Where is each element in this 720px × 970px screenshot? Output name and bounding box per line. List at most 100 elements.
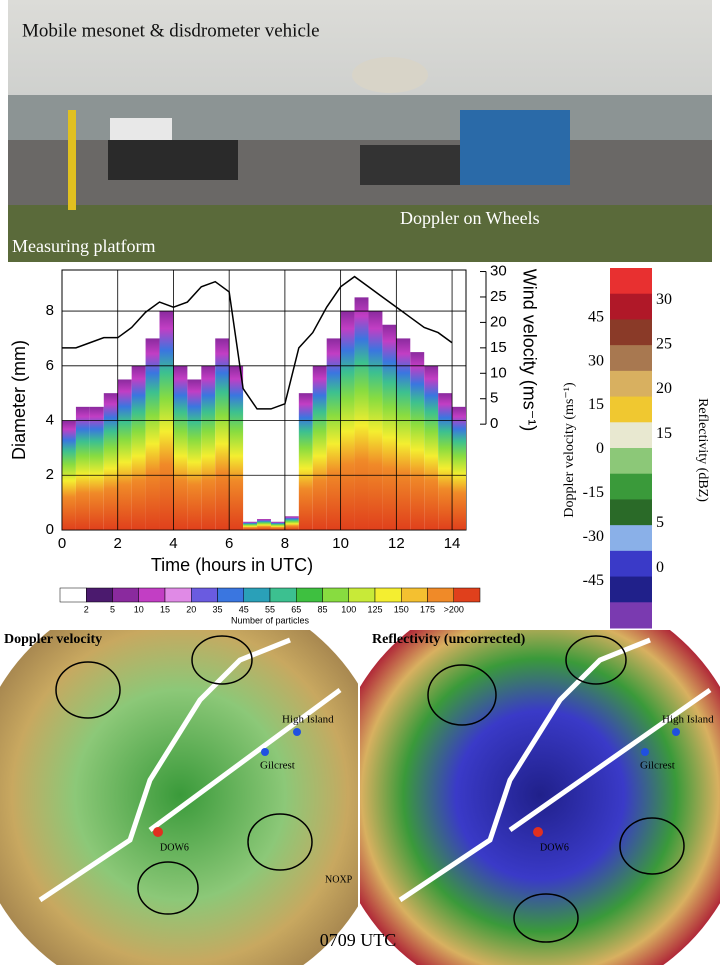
colorbar-cell xyxy=(427,587,454,603)
heat-column xyxy=(75,406,90,530)
site-dot xyxy=(641,748,649,756)
colorbar-cell xyxy=(610,448,652,475)
dow-cab xyxy=(460,110,570,185)
colorbar-cell xyxy=(610,345,652,372)
doppler-tick-label: -15 xyxy=(583,484,604,501)
reflectivity-tick-label: 20 xyxy=(656,380,672,397)
radar-title: Reflectivity (uncorrected) xyxy=(372,632,526,647)
heat-column xyxy=(382,324,397,530)
radar-reflectivity: Reflectivity (uncorrected) High Island G… xyxy=(360,630,720,965)
colorbar-tick-label: 45 xyxy=(239,604,249,614)
colorbar-cell xyxy=(86,587,113,603)
heat-column xyxy=(215,338,230,530)
vortex-circle xyxy=(619,817,685,875)
heat-column xyxy=(312,365,327,530)
platform-mast xyxy=(68,110,76,210)
colorbar-cell xyxy=(610,268,652,295)
y-tick-label: 8 xyxy=(46,302,54,319)
colorbar-cell xyxy=(610,576,652,603)
photo-title: Mobile mesonet & disdrometer vehicle xyxy=(22,20,320,41)
site-dot xyxy=(672,728,680,736)
y-tick-label: 2 xyxy=(46,466,54,483)
heat-column xyxy=(396,338,411,530)
y-axis-label: Diameter (mm) xyxy=(9,340,29,460)
colorbar-cell xyxy=(112,587,139,603)
colorbar-cell xyxy=(138,587,166,603)
y2-axis-label: Wind velocity (ms⁻¹) xyxy=(519,269,539,432)
colorbar-tick-label: 150 xyxy=(394,604,409,614)
x-tick-label: 6 xyxy=(225,535,233,552)
doppler-tick-label: 45 xyxy=(588,308,604,325)
particle-colorbar: 2 5 10 15 20 35 45 55 65 85 100 125 150 175 >200 xyxy=(59,587,481,614)
site-label: DOW6 xyxy=(160,842,189,853)
colorbar-tick-label: 100 xyxy=(341,604,356,614)
colorbar-cell xyxy=(401,587,428,603)
vortex-circle xyxy=(55,661,121,719)
x-tick-label: 0 xyxy=(58,535,66,552)
vortex-circle xyxy=(427,664,497,726)
radar-time: 0709 UTC xyxy=(320,930,397,950)
colorbar-cell xyxy=(610,473,652,500)
photo-label: Doppler on Wheels xyxy=(400,208,540,228)
x-tick-label: 4 xyxy=(169,535,177,552)
heat-column xyxy=(452,406,466,530)
site-label: High Island xyxy=(282,714,334,726)
colorbar-cell xyxy=(610,499,652,526)
x-axis-label: Time (hours in UTC) xyxy=(151,555,313,575)
x-tick-label: 14 xyxy=(444,535,461,552)
y2-tick-label: 10 xyxy=(490,364,507,381)
colorbar-label: Reflectivity (dBZ) xyxy=(695,398,710,502)
heat-column xyxy=(103,393,118,530)
reflectivity-tick-label: 25 xyxy=(656,335,672,352)
colorbar-tick-label: 125 xyxy=(367,604,382,614)
site-label: Gilcrest xyxy=(640,760,675,772)
doppler-tick-label: 30 xyxy=(588,352,604,369)
photo: Mobile mesonet & disdrometer vehicle Dop… xyxy=(8,0,712,262)
colorbar-label: Number of particles xyxy=(231,615,310,625)
y2-tick-label: 0 xyxy=(490,415,498,432)
site-label: High Island xyxy=(662,714,714,726)
site-dot xyxy=(293,728,301,736)
vortex-circle xyxy=(247,813,313,871)
doppler-tick-label: -45 xyxy=(583,572,604,589)
y2-tick-label: 5 xyxy=(490,390,498,407)
heat-column xyxy=(117,379,132,530)
x-tick-label: 8 xyxy=(281,535,289,552)
colorbar-cell xyxy=(296,587,323,603)
site-dot xyxy=(261,748,269,756)
radar-disk xyxy=(360,630,720,965)
reflectivity-tick-label: 15 xyxy=(656,425,672,442)
colorbar-cell xyxy=(322,587,349,603)
doppler-tick-label: 15 xyxy=(588,396,604,413)
heat-column xyxy=(131,365,146,530)
colorbar-cell xyxy=(453,587,481,603)
vortex-circle xyxy=(565,635,627,685)
heat-column xyxy=(243,521,258,530)
radar-colorbar: 45 30 15 0 -15 -30 -45 30 25 20 15 5 0 xyxy=(583,268,672,629)
reflectivity-tick-label: 30 xyxy=(656,291,672,308)
y2-tick-label: 25 xyxy=(490,288,507,305)
disdrometer-chart: 0 2 4 6 8 10 12 14 0 2 4 6 8 0 5 10 15 20 25 30 xyxy=(46,262,507,551)
colorbar-tick-label: 85 xyxy=(317,604,327,614)
colorbar-cell xyxy=(217,587,244,603)
heat-column xyxy=(410,352,425,530)
colorbar-cell xyxy=(59,587,87,603)
heat-column xyxy=(354,297,369,530)
x-tick-label: 2 xyxy=(114,535,122,552)
y2-tick-label: 20 xyxy=(490,313,507,330)
colorbar-cell xyxy=(610,370,652,398)
vortex-circle xyxy=(513,893,579,943)
colorbar-cell xyxy=(610,319,652,346)
colorbar-tick-label: 35 xyxy=(212,604,222,614)
colorbar-cell xyxy=(191,587,218,603)
vortex-circle xyxy=(137,861,199,915)
heat-column xyxy=(257,519,271,530)
x-tick-label: 12 xyxy=(388,535,405,552)
doppler-tick-label: -30 xyxy=(583,528,604,545)
colorbar-cell xyxy=(243,587,271,603)
colorbar-tick-label: 10 xyxy=(134,604,144,614)
colorbar-cell xyxy=(164,587,192,603)
heat-column xyxy=(284,516,299,530)
